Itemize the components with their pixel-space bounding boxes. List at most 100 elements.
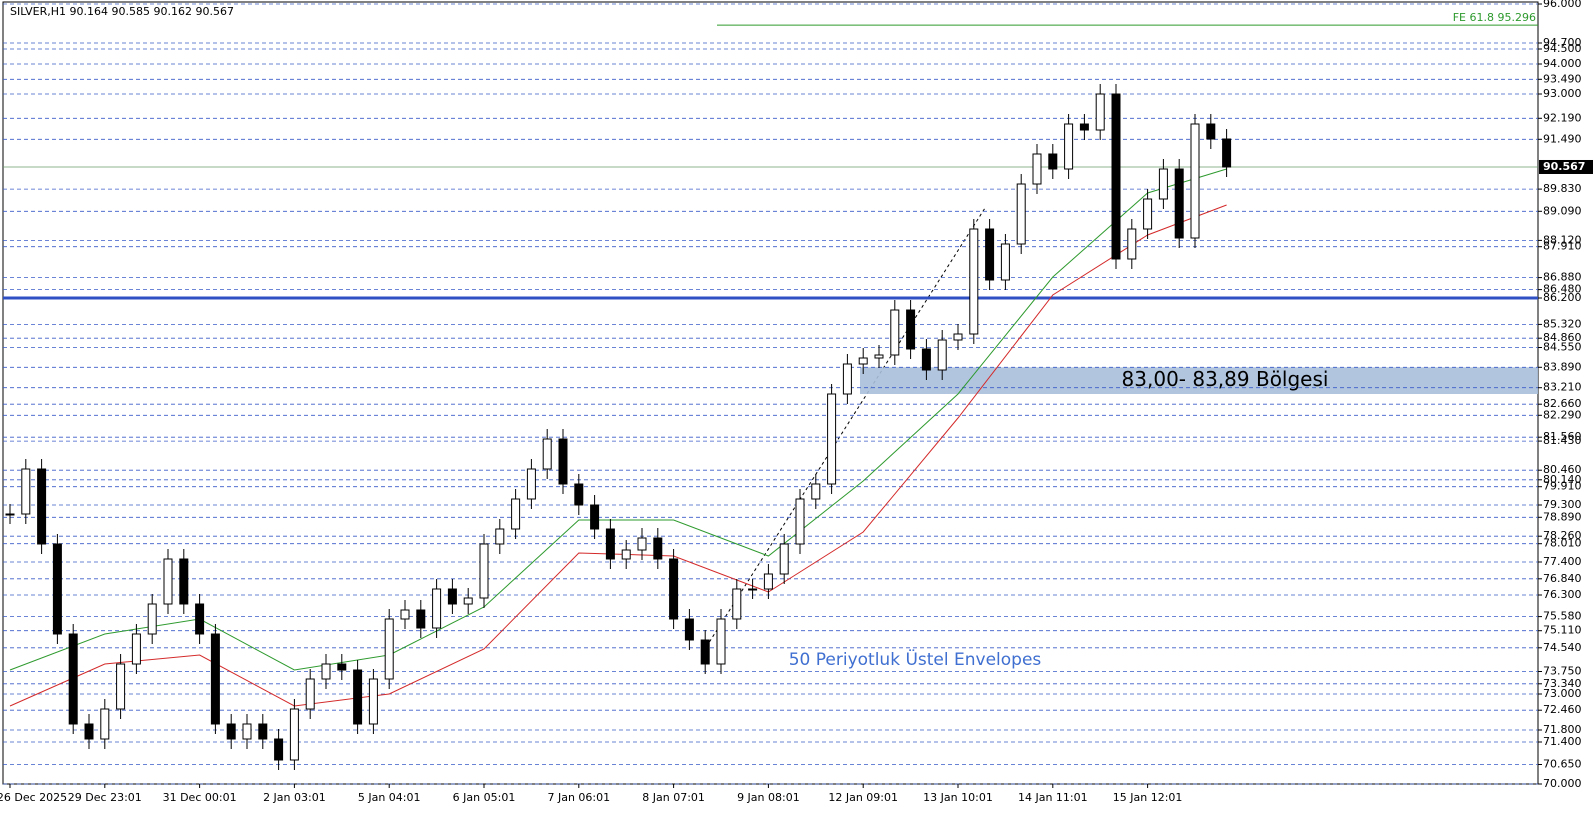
y-tick-label: 79.300 <box>1543 498 1582 511</box>
y-tick-label: 93.490 <box>1543 72 1582 85</box>
y-tick-label: 89.090 <box>1543 204 1582 217</box>
candle <box>890 309 900 356</box>
candle <box>811 483 821 500</box>
y-tick-label: 83.890 <box>1543 360 1582 373</box>
trend-line <box>702 207 986 653</box>
candle <box>795 498 805 545</box>
x-tick-label: 13 Jan 10:01 <box>923 791 993 804</box>
candle <box>969 228 979 335</box>
candle <box>1016 183 1026 245</box>
candle <box>21 468 31 515</box>
y-tick-label: 87.910 <box>1543 240 1582 253</box>
y-tick-label: 75.580 <box>1543 610 1582 623</box>
candle <box>384 618 394 680</box>
y-tick-label: 70.650 <box>1543 758 1582 771</box>
candle <box>937 339 947 371</box>
y-tick-label: 84.860 <box>1543 331 1582 344</box>
candle <box>1174 168 1184 239</box>
candle <box>400 609 410 620</box>
candle <box>1095 93 1105 131</box>
y-tick-label: 85.320 <box>1543 317 1582 330</box>
y-tick-label: 94.500 <box>1543 42 1582 55</box>
candle <box>1032 153 1042 185</box>
candle <box>368 678 378 725</box>
x-tick-label: 29 Dec 23:01 <box>68 791 142 804</box>
candle <box>37 468 47 545</box>
candle <box>305 678 315 710</box>
y-tick-label: 81.560 <box>1543 430 1582 443</box>
candle <box>842 363 852 395</box>
candle <box>716 618 726 665</box>
candle <box>495 528 505 545</box>
candle <box>906 309 916 350</box>
y-tick-label: 78.260 <box>1543 529 1582 542</box>
x-tick-label: 9 Jan 08:01 <box>737 791 800 804</box>
x-tick-label: 14 Jan 11:01 <box>1018 791 1088 804</box>
candle <box>84 723 94 740</box>
candle <box>416 609 426 629</box>
y-tick-label: 91.490 <box>1543 132 1582 145</box>
y-tick-label: 78.010 <box>1543 537 1582 550</box>
candle <box>953 333 963 341</box>
x-tick-label: 8 Jan 07:01 <box>642 791 705 804</box>
y-tick-label: 72.460 <box>1543 703 1582 716</box>
y-tick-label: 86.480 <box>1543 283 1582 296</box>
candle <box>1000 243 1010 281</box>
candle <box>748 588 758 591</box>
candle <box>779 543 789 575</box>
candle <box>147 603 157 635</box>
candle <box>653 537 663 560</box>
y-tick-label: 92.190 <box>1543 111 1582 124</box>
y-tick-label: 76.840 <box>1543 572 1582 585</box>
candle <box>210 633 220 725</box>
y-tick-label: 73.750 <box>1543 665 1582 678</box>
y-tick-label: 86.880 <box>1543 271 1582 284</box>
y-tick-label: 71.800 <box>1543 723 1582 736</box>
x-tick-label: 5 Jan 04:01 <box>358 791 421 804</box>
x-tick-label: 31 Dec 00:01 <box>163 791 237 804</box>
y-tick-label: 84.550 <box>1543 341 1582 354</box>
candle <box>116 663 126 710</box>
current-price-box <box>1539 159 1593 174</box>
candle <box>68 633 78 725</box>
candle <box>858 357 868 365</box>
candle <box>52 543 62 635</box>
candle <box>526 468 536 500</box>
y-tick-label: 80.460 <box>1543 463 1582 476</box>
zone <box>860 367 1538 394</box>
y-tick-label: 71.400 <box>1543 735 1582 748</box>
candle <box>732 588 742 620</box>
candle <box>827 393 837 485</box>
candle <box>353 669 363 725</box>
y-tick-label: 94.000 <box>1543 57 1582 70</box>
y-tick-label: 89.830 <box>1543 182 1582 195</box>
x-tick-label: 26 Dec 2025 <box>0 791 67 804</box>
candle <box>1127 228 1137 260</box>
y-tick-label: 81.430 <box>1543 434 1582 447</box>
y-tick-label: 70.000 <box>1543 777 1582 790</box>
candle <box>242 723 252 740</box>
candle <box>605 528 615 560</box>
candle <box>479 543 489 599</box>
candle <box>274 738 284 761</box>
candle <box>163 558 173 605</box>
candle <box>574 483 584 506</box>
candle <box>463 597 473 605</box>
candle <box>1206 123 1216 140</box>
candle <box>179 558 189 605</box>
candle <box>590 504 600 530</box>
y-tick-label: 73.340 <box>1543 677 1582 690</box>
candle <box>195 603 205 635</box>
candle <box>5 513 15 516</box>
candle <box>1111 93 1121 260</box>
candle <box>289 708 299 761</box>
chart-title: SILVER,H1 90.164 90.585 90.162 90.567 <box>10 5 234 18</box>
current-price-label: 90.567 <box>1543 160 1585 173</box>
candle <box>432 588 442 629</box>
y-tick-label: 74.540 <box>1543 641 1582 654</box>
candle <box>1158 168 1168 200</box>
x-tick-label: 6 Jan 05:01 <box>453 791 516 804</box>
y-tick-label: 80.140 <box>1543 473 1582 486</box>
y-tick-label: 83.210 <box>1543 381 1582 394</box>
y-tick-label: 79.910 <box>1543 480 1582 493</box>
